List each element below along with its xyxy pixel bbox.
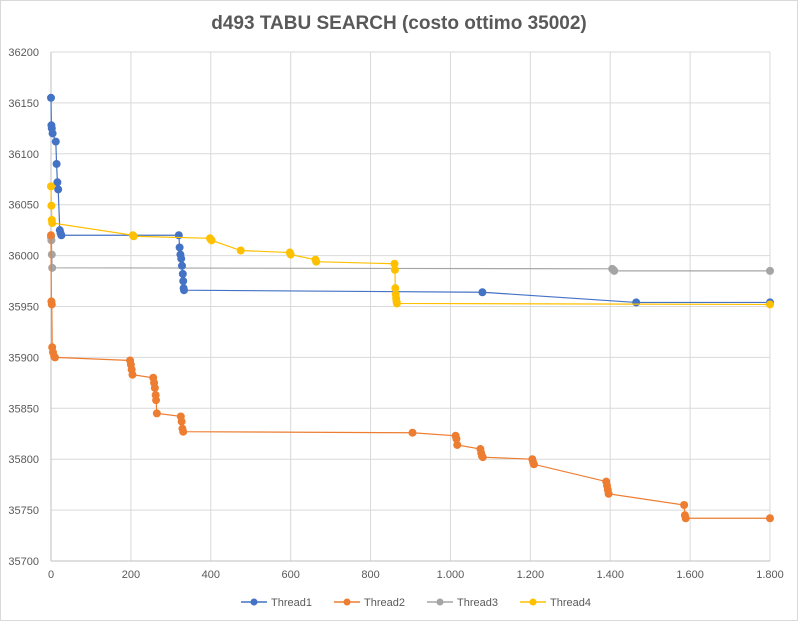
x-tick-label: 200 [122, 569, 140, 581]
data-point [312, 257, 321, 266]
legend-marker [529, 598, 537, 606]
data-point [128, 370, 137, 379]
y-tick-label: 36000 [8, 251, 39, 263]
series-line [50, 186, 771, 306]
data-point [179, 277, 188, 286]
data-point [152, 409, 161, 418]
legend-item-thread2: Thread2 [334, 597, 405, 609]
data-point [54, 185, 63, 194]
data-point [178, 269, 187, 278]
x-tick-label: 1.000 [437, 569, 465, 581]
x-tick-label: 1.200 [517, 569, 545, 581]
series-line [50, 235, 770, 519]
x-tick-label: 600 [281, 569, 299, 581]
grid-layer [50, 51, 771, 562]
data-point [51, 137, 60, 146]
data-point [680, 501, 689, 510]
data-point [175, 243, 184, 252]
y-tick-label: 36050 [8, 200, 39, 212]
data-point [610, 266, 619, 275]
legend-marker [436, 598, 444, 606]
data-point [604, 489, 613, 498]
x-tick-label: 1.400 [596, 569, 624, 581]
y-tick-label: 35700 [8, 556, 39, 568]
legend-item-thread3: Thread3 [427, 597, 498, 609]
data-point [286, 250, 295, 259]
legend-marker [343, 598, 351, 606]
y-tick-label: 35900 [8, 352, 39, 364]
data-point [529, 460, 538, 469]
data-point [391, 284, 400, 293]
x-tick-label: 1.600 [676, 569, 704, 581]
y-tick-label: 36200 [8, 47, 39, 59]
legend-label: Thread4 [550, 597, 591, 609]
legend-marker [250, 598, 258, 606]
data-point [207, 236, 216, 245]
axis-layer: 35700 35750 35800 35850 35900 35950 36000 36050… [8, 47, 783, 581]
x-tick-label: 1.800 [756, 569, 784, 581]
data-point [390, 265, 399, 274]
data-point [47, 300, 56, 309]
data-point [129, 232, 138, 241]
data-point [766, 266, 774, 275]
series-line [50, 97, 770, 304]
data-point [48, 219, 57, 228]
data-point [53, 178, 62, 187]
data-point [632, 298, 641, 307]
series-thread2 [47, 231, 774, 523]
data-point [766, 514, 774, 523]
data-point [152, 396, 161, 405]
series-layer [47, 93, 774, 523]
data-point [390, 259, 399, 268]
y-tick-label: 35950 [8, 302, 39, 314]
series-line [50, 237, 770, 272]
data-point [150, 383, 159, 392]
data-point [478, 288, 487, 297]
data-point [57, 231, 66, 240]
data-point [452, 434, 461, 443]
data-point [236, 246, 245, 255]
series-thread1 [47, 93, 774, 307]
y-tick-label: 36150 [8, 98, 39, 110]
data-point [47, 182, 55, 191]
y-tick-label: 36100 [8, 149, 39, 161]
data-point [50, 353, 59, 362]
data-point [47, 93, 55, 102]
legend-label: Thread3 [457, 597, 498, 609]
series-thread3 [47, 233, 774, 275]
data-point [453, 440, 462, 449]
data-point [48, 263, 57, 272]
series-thread4 [47, 182, 774, 309]
data-point [177, 417, 186, 426]
data-point [178, 261, 187, 270]
data-point [408, 428, 417, 437]
legend-label: Thread2 [364, 597, 405, 609]
data-point [478, 453, 487, 462]
x-tick-label: 800 [361, 569, 379, 581]
data-point [179, 427, 188, 436]
y-tick-label: 35750 [8, 505, 39, 517]
data-point [180, 286, 189, 295]
data-point [47, 250, 56, 259]
data-point [766, 300, 774, 309]
data-point [177, 254, 186, 263]
legend-item-thread4: Thread4 [520, 597, 591, 609]
data-point [48, 129, 57, 138]
x-tick-label: 0 [48, 569, 54, 581]
legend: Thread1 Thread2 Thread3 Thread4 [241, 597, 591, 609]
legend-item-thread1: Thread1 [241, 597, 312, 609]
data-point [47, 201, 56, 210]
data-point [47, 231, 55, 240]
data-point [52, 159, 61, 168]
chart-title: d493 TABU SEARCH (costo ottimo 35002) [211, 13, 587, 34]
legend-label: Thread1 [271, 597, 312, 609]
data-point [392, 299, 401, 308]
y-tick-label: 35850 [8, 403, 39, 415]
data-point [681, 514, 690, 523]
y-tick-label: 35800 [8, 454, 39, 466]
x-tick-label: 400 [202, 569, 220, 581]
